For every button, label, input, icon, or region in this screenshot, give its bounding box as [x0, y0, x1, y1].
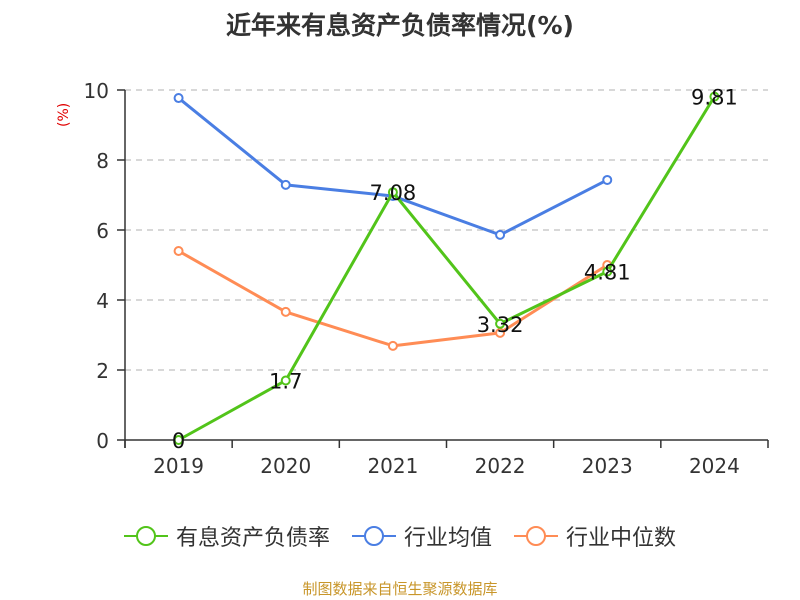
legend-item-debt-ratio[interactable]: 有息资产负债率	[123, 520, 330, 552]
axes: 0 2 4 6 8 10 2019 2020 2021 2022 2023 2024	[84, 79, 769, 478]
y-tick-label: 8	[96, 149, 109, 173]
data-label: 4.81	[584, 261, 631, 285]
x-tick-label: 2024	[689, 454, 740, 478]
series-line	[177, 96, 608, 237]
y-axis-unit-label: (%)	[56, 103, 72, 127]
series-line	[177, 95, 716, 442]
data-point[interactable]	[602, 174, 613, 185]
data-label: 9.81	[691, 86, 738, 110]
data-point[interactable]	[387, 340, 398, 351]
legend-item-industry-median[interactable]: 行业中位数	[514, 520, 676, 552]
data-point[interactable]	[387, 187, 398, 198]
legend-marker-icon	[514, 526, 558, 546]
chart-title: 近年来有息资产负债率情况(%)	[226, 11, 574, 40]
x-tick-label: 2023	[582, 454, 633, 478]
data-point[interactable]	[495, 327, 506, 338]
data-labels: 0 1.7 7.08 3.32 4.81 9.81	[172, 86, 738, 453]
x-tick-label: 2020	[260, 454, 311, 478]
data-point[interactable]	[709, 91, 720, 102]
legend-item-industry-average[interactable]: 行业均值	[351, 520, 492, 552]
data-point[interactable]	[173, 435, 184, 445]
y-tick-label: 2	[96, 359, 109, 383]
data-label: 0	[172, 429, 185, 453]
series-line	[177, 249, 609, 348]
data-point[interactable]	[280, 375, 291, 386]
legend-marker-icon	[123, 526, 168, 546]
data-label: 7.08	[370, 181, 417, 205]
x-tick-label: 2021	[367, 454, 418, 478]
data-point[interactable]	[280, 306, 291, 317]
series-lines	[173, 91, 720, 445]
data-label: 1.7	[269, 370, 302, 394]
y-tick-label: 10	[84, 79, 109, 103]
y-tick-label: 4	[96, 289, 109, 313]
data-point[interactable]	[280, 179, 291, 190]
data-point[interactable]	[495, 318, 506, 329]
legend-label: 有息资产负债率	[175, 526, 330, 551]
gridlines	[125, 89, 768, 371]
legend-marker-icon	[351, 526, 396, 546]
legend: 有息资产负债率 行业均值 行业中位数	[0, 520, 800, 552]
data-point[interactable]	[173, 246, 184, 256]
x-tick-label: 2019	[153, 454, 204, 478]
data-source-note: 制图数据来自恒生聚源数据库	[302, 580, 498, 598]
y-tick-label: 0	[96, 429, 109, 453]
y-tick-label: 6	[96, 219, 109, 243]
data-label: 3.32	[477, 313, 524, 337]
data-point[interactable]	[602, 266, 613, 277]
x-tick-label: 2022	[475, 454, 526, 478]
data-point[interactable]	[173, 93, 184, 104]
legend-label: 行业中位数	[566, 526, 677, 551]
data-point[interactable]	[495, 229, 506, 240]
legend-label: 行业均值	[403, 526, 492, 551]
